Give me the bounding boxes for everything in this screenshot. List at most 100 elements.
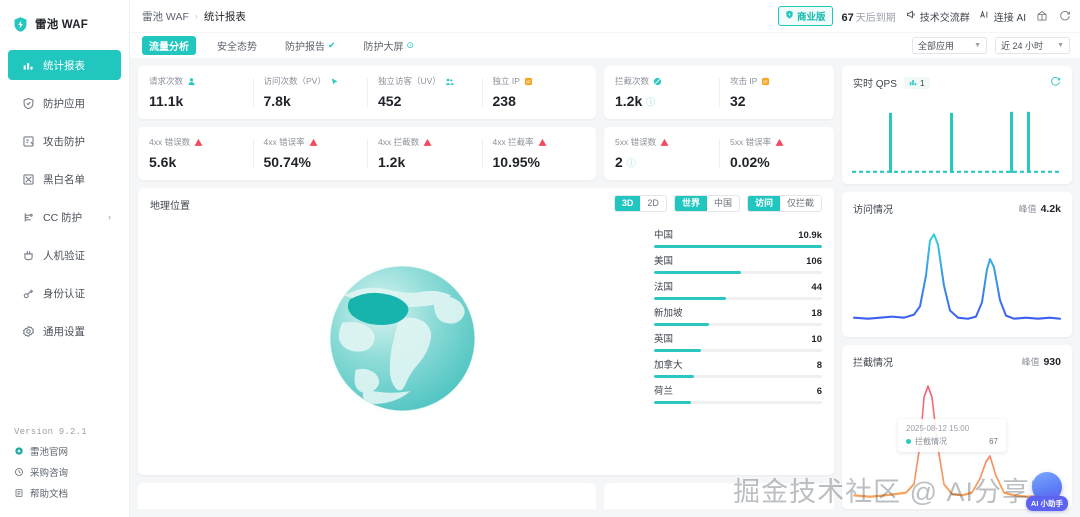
brand: 雷池 WAF <box>0 8 129 40</box>
geo-toggle-blocked-only[interactable]: 仅拦截 <box>786 198 814 208</box>
tab-protection-report[interactable]: 防护报告 ✔ <box>278 36 343 55</box>
stat-request-count[interactable]: 请求次数 11.1k <box>138 66 253 119</box>
geo-toggle-2d[interactable]: 2D <box>647 198 659 208</box>
stat-value-row: 50.74% <box>264 154 357 170</box>
country-value: 10.9k <box>798 230 822 241</box>
list-item[interactable]: 加拿大 8 <box>654 354 822 378</box>
stat-label: 攻击 IP <box>730 76 758 86</box>
stat-4xx-error-rate[interactable]: 4xx 错误率 50.74% <box>252 127 368 180</box>
list-item[interactable]: 法国 44 <box>654 276 822 300</box>
stat-value-row: 238 <box>493 93 586 109</box>
tech-group-link[interactable]: 技术交流群 <box>905 9 970 24</box>
country-name: 英国 <box>654 334 674 345</box>
stat-value: 1.2k <box>615 93 643 109</box>
sidebar-link-label: 帮助文档 <box>30 489 69 500</box>
info-icon[interactable]: ⓘ <box>626 157 636 168</box>
stats-row-2: 4xx 错误数 5.6k 4xx 错误率 50.74% <box>138 127 834 180</box>
sidebar-item-identity-auth[interactable]: 身份认证 <box>8 278 121 308</box>
geo-location-card: 地理位置 3D 2D 世界 中国 访问 仅拦截 <box>138 188 834 475</box>
gift-icon[interactable] <box>1035 9 1049 23</box>
list-item[interactable]: 荷兰 6 <box>654 380 822 404</box>
visits-trend-card: 访问情况 峰值 4.2k <box>842 192 1072 337</box>
list-item[interactable]: 英国 10 <box>654 328 822 352</box>
sidebar-item-statistics[interactable]: 统计报表 <box>8 50 121 80</box>
app-scope-select[interactable]: 全部应用 ▼ <box>912 37 987 54</box>
stats-group-traffic: 请求次数 11.1k 访问次数（PV） 7.8k <box>138 66 596 119</box>
clock-icon <box>14 467 24 477</box>
stat-attack-ip[interactable]: 攻击 IP IP 32 <box>719 66 834 119</box>
tab-security-posture[interactable]: 安全态势 <box>210 36 264 55</box>
edition-badge[interactable]: 商业版 <box>778 6 833 26</box>
sidebar-item-label: 身份认证 <box>43 287 85 300</box>
globe-container[interactable] <box>150 198 654 467</box>
stat-5xx-errors[interactable]: 5xx 错误数 2 ⓘ <box>604 127 719 180</box>
sidebar-item-cc-protection[interactable]: CC 防护 › <box>8 202 121 232</box>
stat-label-row: 4xx 拦截率 <box>493 136 586 148</box>
sidebar-link-purchase[interactable]: 采购咨询 <box>14 465 129 479</box>
country-name: 美国 <box>654 256 674 267</box>
country-bar-fill <box>654 271 742 274</box>
geo-toggle-world[interactable]: 世界 <box>674 196 707 211</box>
main-area: 雷池 WAF › 统计报表 商业版 67 天后到期 <box>130 0 1080 517</box>
sidebar-item-general-settings[interactable]: 通用设置 <box>8 316 121 346</box>
breadcrumb-root[interactable]: 雷池 WAF <box>142 10 189 23</box>
visits-peak: 峰值 4.2k <box>1019 202 1061 215</box>
list-item[interactable]: 美国 106 <box>654 250 822 274</box>
stat-pv[interactable]: 访问次数（PV） 7.8k <box>252 66 368 119</box>
time-range-select[interactable]: 近 24 小时 ▼ <box>995 37 1070 54</box>
sidebar-item-blacklist-whitelist[interactable]: 黑白名单 <box>8 164 121 194</box>
sidebar-item-attack-protection[interactable]: 攻击防护 <box>8 126 121 156</box>
sidebar-item-protected-apps[interactable]: 防护应用 <box>8 88 121 118</box>
visits-chart[interactable] <box>850 222 1064 329</box>
sidebar-link-docs[interactable]: 帮助文档 <box>14 486 129 500</box>
shield-check-icon <box>22 97 35 110</box>
list-item[interactable]: 新加坡 18 <box>654 302 822 326</box>
country-name: 加拿大 <box>654 360 683 371</box>
qps-title: 实时 QPS <box>853 79 897 90</box>
info-icon[interactable]: ⓘ <box>646 96 656 107</box>
realtime-qps-card: 实时 QPS 1 <box>842 66 1072 184</box>
list-item[interactable]: 中国 10.9k <box>654 224 822 248</box>
stat-4xx-errors[interactable]: 4xx 错误数 5.6k <box>138 127 253 180</box>
stat-block-count[interactable]: 拦截次数 1.2k ⓘ <box>604 66 719 119</box>
stat-4xx-block-rate[interactable]: 4xx 拦截率 10.95% <box>481 127 597 180</box>
geo-toggle-visits[interactable]: 访问 <box>747 196 780 211</box>
ai-icon <box>979 9 990 23</box>
logout-icon[interactable] <box>1058 9 1072 23</box>
sidebar-link-website[interactable]: 雷池官网 <box>14 444 129 458</box>
stat-5xx-error-rate[interactable]: 5xx 错误率 0.02% <box>719 127 834 180</box>
sidebar-link-label: 采购咨询 <box>30 468 69 479</box>
country-value: 44 <box>811 282 822 293</box>
qps-chart[interactable] <box>850 96 1064 176</box>
stat-4xx-blocked[interactable]: 4xx 拦截数 1.2k <box>367 127 482 180</box>
country-row: 中国 10.9k <box>654 227 822 241</box>
sidebar-item-label: 通用设置 <box>43 325 85 338</box>
refresh-icon[interactable] <box>1050 76 1061 90</box>
country-row: 法国 44 <box>654 279 822 293</box>
doc-icon <box>14 488 24 498</box>
geo-toggle-china[interactable]: 中国 <box>713 198 732 208</box>
tab-traffic-analysis[interactable]: 流量分析 <box>142 36 196 55</box>
ai-assistant-fab[interactable]: AI 小助手 <box>1025 472 1068 511</box>
sidebar-item-label: 人机验证 <box>43 249 85 262</box>
country-bar-track <box>654 271 822 274</box>
stat-label: 4xx 拦截率 <box>492 137 534 147</box>
geo-dimension-toggle: 3D 2D <box>613 195 667 212</box>
stat-unique-ip[interactable]: 独立 IP IP 238 <box>481 66 597 119</box>
attack-shield-icon <box>22 135 35 148</box>
stat-uv[interactable]: 独立访客（UV） 452 <box>367 66 482 119</box>
stat-label-row: 4xx 错误数 <box>149 136 242 148</box>
globe-3d <box>305 241 500 436</box>
stat-value: 5.6k <box>149 154 177 170</box>
connect-ai-link[interactable]: 连接 AI <box>979 9 1026 24</box>
stat-value-row: 7.8k <box>264 93 357 109</box>
cursor-icon <box>330 77 339 86</box>
right-column: 实时 QPS 1 <box>842 66 1072 509</box>
geo-toggle-3d[interactable]: 3D <box>614 196 641 211</box>
svg-text:IP: IP <box>526 79 531 85</box>
tab-protection-screen[interactable]: 防护大屏 ⊙ <box>357 36 422 55</box>
stats-group-4xx: 4xx 错误数 5.6k 4xx 错误率 50.74% <box>138 127 596 180</box>
filters: 全部应用 ▼ 近 24 小时 ▼ <box>912 37 1070 54</box>
sidebar-item-captcha[interactable]: 人机验证 <box>8 240 121 270</box>
svg-text:IP: IP <box>764 79 769 85</box>
